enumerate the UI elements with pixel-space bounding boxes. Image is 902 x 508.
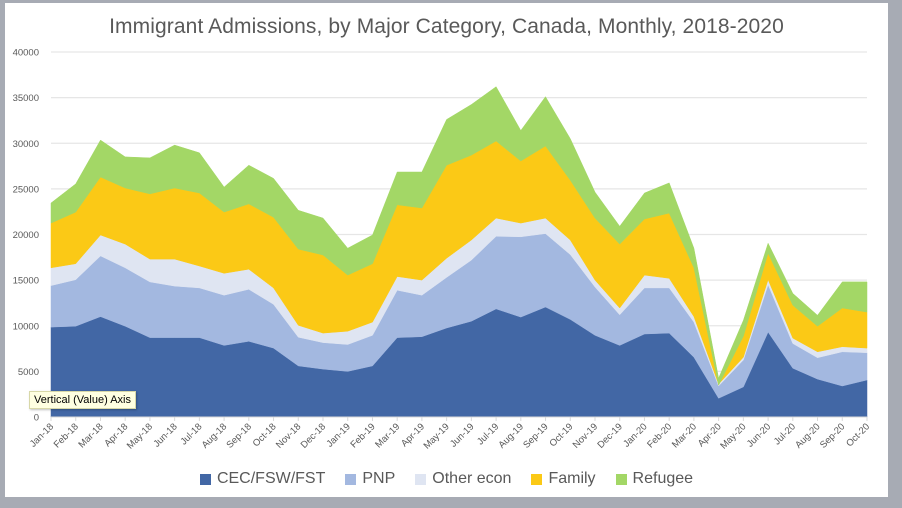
y-tick-label: 0 [34, 413, 39, 424]
chart-area[interactable]: Immigrant Admissions, by Major Category,… [5, 3, 888, 497]
x-tick-label: Aug-20 [793, 421, 822, 450]
x-tick-label: Mar-18 [77, 421, 106, 450]
chart-title: Immigrant Admissions, by Major Category,… [109, 15, 784, 38]
x-tick-label: Jun-19 [448, 421, 476, 449]
x-tick-label: Jan-18 [28, 421, 56, 449]
y-tick-label: 25000 [13, 184, 39, 195]
legend-label: Other econ [432, 470, 512, 487]
x-tick-label: Oct-19 [547, 421, 575, 449]
x-tick-label: Dec-18 [299, 421, 328, 450]
legend-swatch [199, 473, 211, 485]
x-tick-label: May-18 [125, 421, 155, 451]
x-tick-label: Sep-19 [521, 421, 550, 450]
window-edge [888, 0, 902, 508]
x-tick-label: Nov-19 [571, 421, 600, 450]
area-refugee[interactable] [50, 86, 868, 386]
x-tick-label: Mar-20 [670, 421, 699, 450]
x-axis: Jan-18Feb-18Mar-18Apr-18May-18Jun-18Jul-… [28, 416, 872, 452]
x-tick-label: Nov-18 [274, 421, 303, 450]
x-tick-label: Jan-20 [621, 421, 649, 449]
y-tick-label: 35000 [13, 93, 39, 104]
x-tick-label: Sep-18 [224, 421, 253, 450]
legend-label: PNP [362, 470, 396, 487]
x-tick-label: May-20 [718, 421, 748, 451]
x-tick-label: Jan-19 [325, 421, 353, 449]
legend-swatch [615, 473, 627, 485]
plot-area[interactable]: 0 5000 10000 15000 20000 25000 30000 35000 40000… [5, 3, 888, 497]
x-tick-label: Sep-20 [818, 421, 847, 450]
legend: CEC/FSW/FST PNP Other econ Family Refugee [5, 470, 888, 488]
legend-item-other-econ[interactable]: Other econ [415, 470, 511, 488]
legend-item-pnp[interactable]: PNP [345, 470, 395, 488]
x-tick-label: Oct-20 [844, 421, 872, 449]
legend-swatch [345, 473, 357, 485]
x-tick-label: Mar-19 [373, 421, 402, 450]
y-tick-label: 40000 [13, 48, 39, 59]
area-series [50, 86, 868, 418]
x-tick-label: Feb-18 [52, 421, 81, 450]
legend-label: Refugee [632, 470, 694, 487]
x-tick-label: May-19 [422, 421, 452, 451]
x-tick-label: Aug-19 [496, 421, 525, 450]
x-tick-label: Oct-18 [251, 421, 279, 449]
legend-item-cec-fsw-fst[interactable]: CEC/FSW/FST [199, 470, 326, 488]
y-tick-label: 30000 [13, 139, 39, 150]
x-tick-label: Feb-20 [645, 421, 674, 450]
x-tick-label: Jun-20 [745, 421, 773, 449]
axis-tooltip: Vertical (Value) Axis [29, 391, 137, 409]
x-tick-label: Aug-18 [200, 421, 229, 450]
legend-item-family[interactable]: Family [531, 470, 596, 488]
y-tick-label: 15000 [13, 276, 39, 287]
x-tick-label: Jun-18 [151, 421, 179, 449]
x-tick-label: Dec-19 [595, 421, 624, 450]
legend-item-refugee[interactable]: Refugee [615, 470, 694, 488]
y-axis: 0 5000 10000 15000 20000 25000 30000 35000 40000 [13, 48, 39, 424]
legend-swatch [531, 473, 543, 485]
y-tick-label: 20000 [13, 230, 39, 241]
legend-swatch [415, 473, 427, 485]
legend-label: Family [548, 470, 596, 487]
y-tick-label: 5000 [18, 367, 39, 378]
y-tick-label: 10000 [13, 321, 39, 332]
legend-label: CEC/FSW/FST [216, 470, 326, 487]
x-tick-label: Feb-19 [349, 421, 378, 450]
